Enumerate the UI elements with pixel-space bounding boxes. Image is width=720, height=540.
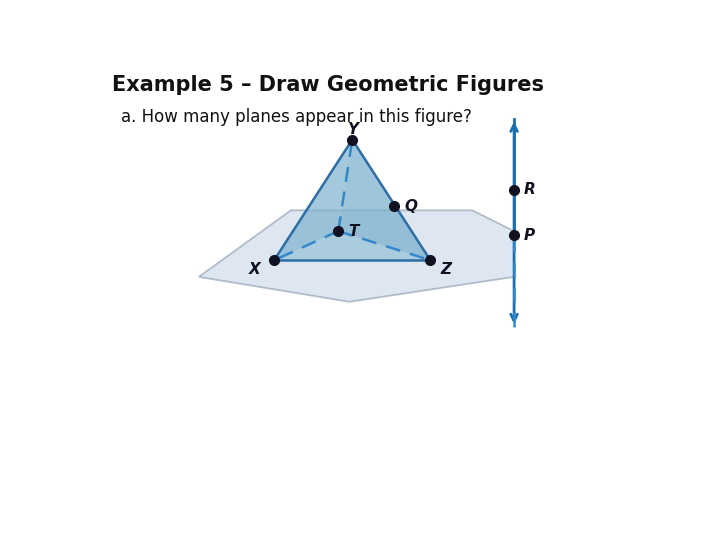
Text: Example 5 – Draw Geometric Figures: Example 5 – Draw Geometric Figures: [112, 75, 544, 95]
Polygon shape: [274, 140, 352, 260]
Text: Z: Z: [441, 262, 451, 277]
Polygon shape: [338, 140, 431, 260]
Text: R: R: [524, 182, 536, 197]
Text: T: T: [348, 224, 359, 239]
Text: X: X: [248, 262, 260, 277]
Text: a. How many planes appear in this figure?: a. How many planes appear in this figure…: [121, 109, 472, 126]
Text: Y: Y: [347, 122, 358, 137]
Polygon shape: [199, 210, 514, 302]
Text: Q: Q: [404, 199, 417, 214]
Text: P: P: [524, 228, 535, 243]
Polygon shape: [274, 140, 431, 260]
